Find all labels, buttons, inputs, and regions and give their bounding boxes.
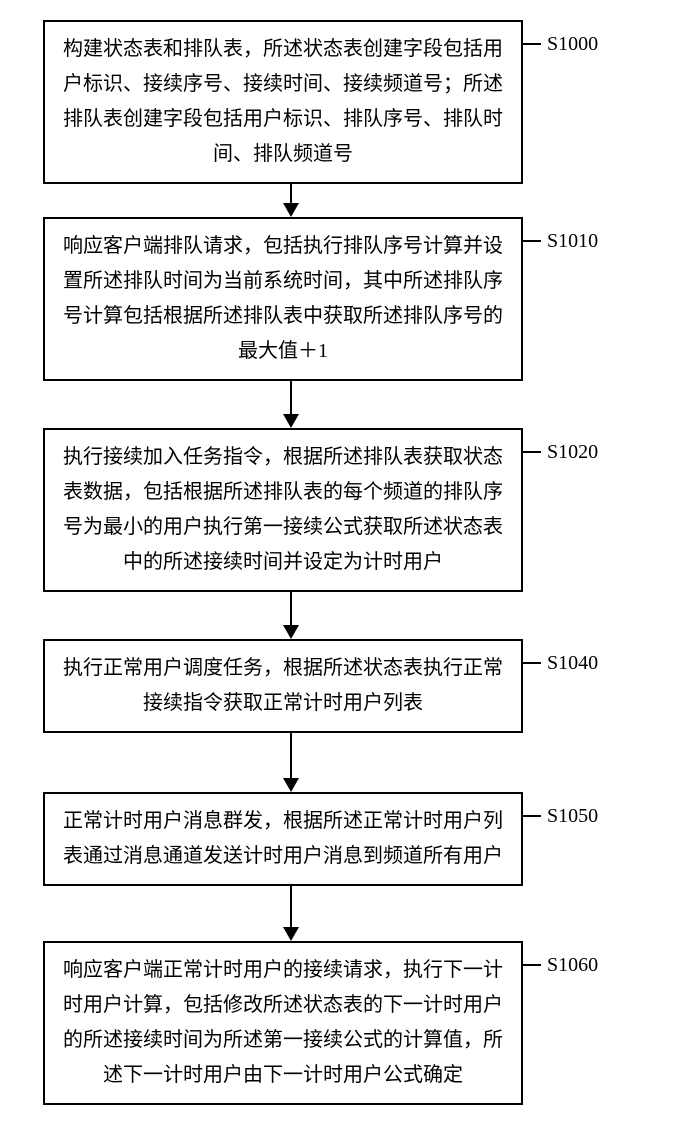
step-box: 响应客户端正常计时用户的接续请求，执行下一计时用户计算，包括修改所述状态表的下一…: [43, 941, 523, 1105]
flow-arrow: [283, 592, 299, 639]
arrow-head-icon: [283, 203, 299, 217]
step-connector: S1040: [523, 653, 598, 673]
connector-line: [523, 815, 541, 817]
connector-line: [523, 662, 541, 664]
arrow-head-icon: [283, 414, 299, 428]
step-label: S1060: [541, 955, 598, 975]
step-connector: S1010: [523, 231, 598, 251]
arrow-head-icon: [283, 625, 299, 639]
connector-line: [523, 451, 541, 453]
flow-step-s1050: 正常计时用户消息群发，根据所述正常计时用户列表通过消息通道发送计时用户消息到频道…: [15, 792, 663, 886]
flow-step-s1010: 响应客户端排队请求，包括执行排队序号计算并设置所述排队时间为当前系统时间，其中所…: [15, 217, 663, 381]
step-box: 正常计时用户消息群发，根据所述正常计时用户列表通过消息通道发送计时用户消息到频道…: [43, 792, 523, 886]
step-box: 执行接续加入任务指令，根据所述排队表获取状态表数据，包括根据所述排队表的每个频道…: [43, 428, 523, 592]
arrow-head-icon: [283, 778, 299, 792]
step-connector: S1000: [523, 34, 598, 54]
connector-line: [523, 240, 541, 242]
step-connector: S1060: [523, 955, 598, 975]
flow-arrow: [283, 381, 299, 428]
connector-line: [523, 43, 541, 45]
connector-line: [523, 964, 541, 966]
flow-arrow: [283, 733, 299, 792]
step-label: S1010: [541, 231, 598, 251]
flowchart: 构建状态表和排队表，所述状态表创建字段包括用户标识、接续序号、接续时间、接续频道…: [15, 20, 663, 1105]
step-box: 执行正常用户调度任务，根据所述状态表执行正常接续指令获取正常计时用户列表: [43, 639, 523, 733]
arrow-head-icon: [283, 927, 299, 941]
step-label: S1000: [541, 34, 598, 54]
step-box: 响应客户端排队请求，包括执行排队序号计算并设置所述排队时间为当前系统时间，其中所…: [43, 217, 523, 381]
arrow-shaft: [290, 381, 292, 415]
flow-step-s1000: 构建状态表和排队表，所述状态表创建字段包括用户标识、接续序号、接续时间、接续频道…: [15, 20, 663, 184]
flow-step-s1040: 执行正常用户调度任务，根据所述状态表执行正常接续指令获取正常计时用户列表 S104…: [15, 639, 663, 733]
flow-arrow: [283, 184, 299, 217]
flow-step-s1020: 执行接续加入任务指令，根据所述排队表获取状态表数据，包括根据所述排队表的每个频道…: [15, 428, 663, 592]
step-label: S1040: [541, 653, 598, 673]
flow-arrow: [283, 886, 299, 941]
flow-step-s1060: 响应客户端正常计时用户的接续请求，执行下一计时用户计算，包括修改所述状态表的下一…: [15, 941, 663, 1105]
arrow-shaft: [290, 886, 292, 928]
step-label: S1020: [541, 442, 598, 462]
step-connector: S1050: [523, 806, 598, 826]
step-connector: S1020: [523, 442, 598, 462]
arrow-shaft: [290, 733, 292, 779]
arrow-shaft: [290, 592, 292, 626]
arrow-shaft: [290, 184, 292, 204]
step-label: S1050: [541, 806, 598, 826]
step-box: 构建状态表和排队表，所述状态表创建字段包括用户标识、接续序号、接续时间、接续频道…: [43, 20, 523, 184]
